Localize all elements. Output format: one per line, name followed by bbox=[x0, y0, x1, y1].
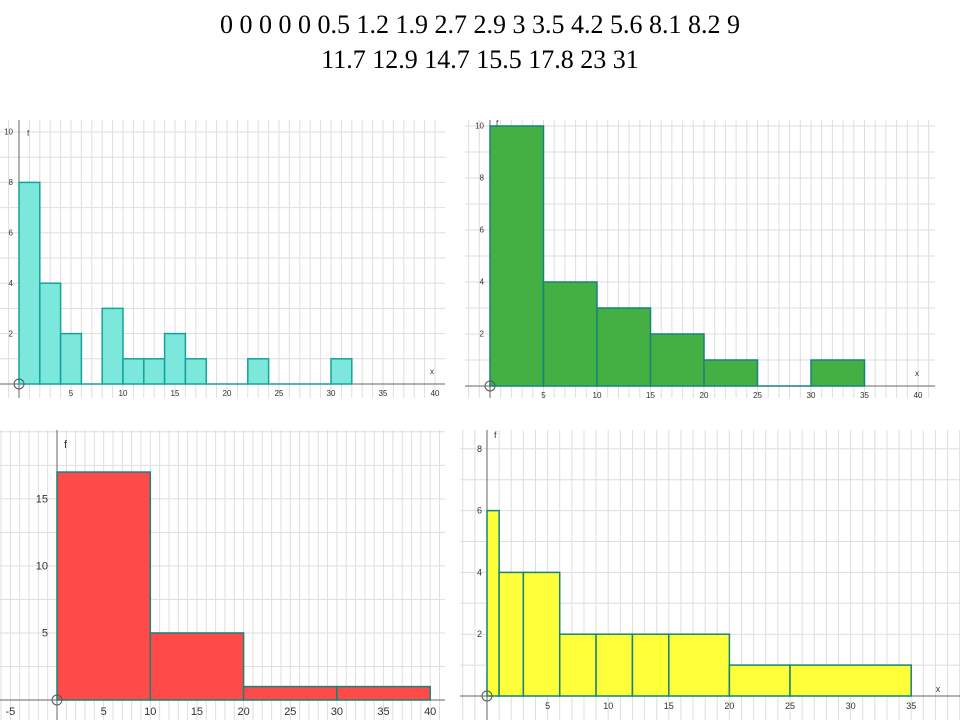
y-tick-label: 4 bbox=[9, 279, 14, 288]
x-tick-label: 25 bbox=[753, 391, 762, 398]
histogram-bar bbox=[596, 307, 652, 387]
data-values-line-2: 11.7 12.9 14.7 15.5 17.8 23 31 bbox=[321, 45, 639, 74]
y-tick-label: 4 bbox=[480, 278, 485, 287]
histogram-bar bbox=[542, 281, 598, 387]
x-axis-label: x bbox=[936, 684, 941, 694]
x-tick-label: 30 bbox=[327, 389, 336, 398]
y-tick-label: 6 bbox=[480, 226, 485, 235]
y-tick-label: 8 bbox=[480, 174, 485, 183]
x-tick-label: 15 bbox=[191, 706, 203, 718]
x-tick-label: 15 bbox=[171, 389, 180, 398]
x-axis-label: x bbox=[915, 369, 919, 378]
x-tick-label: 5 bbox=[101, 706, 107, 718]
histogram-bar bbox=[789, 664, 912, 697]
origin-marker bbox=[484, 380, 496, 392]
x-tick-label: 5 bbox=[541, 391, 546, 398]
x-tick-label: 35 bbox=[379, 389, 388, 398]
y-tick-label: 10 bbox=[36, 561, 48, 573]
histogram-bar bbox=[163, 332, 187, 385]
x-tick-label: 25 bbox=[275, 389, 284, 398]
x-tick-label: -5 bbox=[5, 706, 15, 718]
histogram-bar bbox=[498, 571, 525, 697]
y-tick-label: 2 bbox=[480, 330, 485, 339]
x-tick-label: 10 bbox=[603, 701, 613, 711]
y-tick-label: 2 bbox=[9, 329, 14, 338]
y-axis-label: f bbox=[27, 129, 30, 138]
x-tick-label: 20 bbox=[700, 391, 709, 398]
y-tick-label: 15 bbox=[36, 494, 48, 506]
histogram-bar bbox=[39, 282, 62, 385]
histogram-bar bbox=[558, 633, 597, 697]
histogram-bar bbox=[143, 358, 166, 385]
y-tick-label: 10 bbox=[4, 128, 13, 137]
y-axis-label: f bbox=[494, 430, 497, 440]
histogram-bar bbox=[703, 359, 759, 387]
x-tick-label: 35 bbox=[906, 701, 916, 711]
grid-lines bbox=[0, 120, 445, 398]
histogram-bar bbox=[149, 632, 245, 701]
histogram-cyan: 5 10 15 20 25 30 35 40 2 4 6 8 10 f x bbox=[0, 120, 445, 398]
origin-marker bbox=[13, 378, 25, 390]
y-axis-label: f bbox=[496, 120, 499, 128]
histogram-bar bbox=[242, 685, 338, 701]
y-tick-label: 8 bbox=[9, 178, 14, 187]
y-axis-label: f bbox=[64, 439, 68, 451]
x-tick-label: 30 bbox=[846, 701, 856, 711]
y-tick-label: 10 bbox=[475, 122, 484, 131]
x-tick-label: 25 bbox=[284, 706, 296, 718]
histogram-bar bbox=[330, 358, 353, 385]
x-tick-label: 30 bbox=[807, 391, 816, 398]
histogram-bar bbox=[336, 685, 431, 701]
x-tick-label: 40 bbox=[424, 706, 436, 718]
histogram-bar bbox=[668, 633, 731, 697]
y-tick-label: 2 bbox=[477, 629, 482, 639]
origin-marker bbox=[51, 694, 63, 706]
y-tick-label: 4 bbox=[477, 567, 482, 577]
x-tick-label: 15 bbox=[646, 391, 655, 398]
y-tick-label: 8 bbox=[477, 444, 482, 454]
origin-marker bbox=[481, 690, 493, 702]
histogram-red: -5 5 10 15 20 25 30 35 40 5 10 15 f bbox=[0, 430, 445, 720]
histogram-bar bbox=[486, 509, 500, 697]
histogram-yellow: 5 10 15 20 25 30 35 2 4 6 8 f x bbox=[460, 430, 960, 720]
x-tick-label: 40 bbox=[431, 389, 440, 398]
x-tick-label: 15 bbox=[664, 701, 674, 711]
x-tick-label: 20 bbox=[237, 706, 249, 718]
x-tick-label: 40 bbox=[914, 391, 923, 398]
x-tick-label: 30 bbox=[331, 706, 343, 718]
histogram-bar bbox=[184, 358, 207, 385]
x-tick-label: 10 bbox=[144, 706, 156, 718]
histogram-bar bbox=[18, 181, 41, 385]
x-tick-label: 5 bbox=[545, 701, 550, 711]
histogram-bar bbox=[522, 571, 561, 697]
x-tick-label: 10 bbox=[593, 391, 602, 398]
x-tick-label: 20 bbox=[223, 389, 232, 398]
y-tick-label: 5 bbox=[42, 628, 48, 640]
x-tick-label: 5 bbox=[69, 389, 74, 398]
histogram-bar bbox=[631, 633, 670, 697]
histogram-bar bbox=[728, 664, 791, 697]
x-tick-label: 25 bbox=[785, 701, 795, 711]
histogram-bar bbox=[489, 125, 545, 387]
x-tick-label: 10 bbox=[119, 389, 128, 398]
data-values-line-1: 0 0 0 0 0 0.5 1.2 1.9 2.7 2.9 3 3.5 4.2 … bbox=[220, 10, 740, 39]
y-tick-label: 6 bbox=[9, 228, 14, 237]
histogram-bar bbox=[122, 358, 145, 385]
histogram-bar bbox=[101, 307, 124, 385]
y-tick-label: 6 bbox=[477, 506, 482, 516]
histogram-bar bbox=[810, 359, 866, 387]
histogram-bar bbox=[649, 333, 705, 387]
histogram-bar bbox=[247, 358, 270, 385]
histogram-green: 5 10 15 20 25 30 35 40 2 4 6 8 10 f x bbox=[465, 120, 935, 398]
x-tick-label: 35 bbox=[377, 706, 389, 718]
x-tick-label: 20 bbox=[724, 701, 734, 711]
x-tick-label: 35 bbox=[860, 391, 869, 398]
histogram-bar bbox=[59, 332, 83, 385]
histogram-bar bbox=[595, 633, 634, 697]
histogram-bar bbox=[56, 471, 152, 701]
x-axis-label: x bbox=[430, 367, 434, 376]
